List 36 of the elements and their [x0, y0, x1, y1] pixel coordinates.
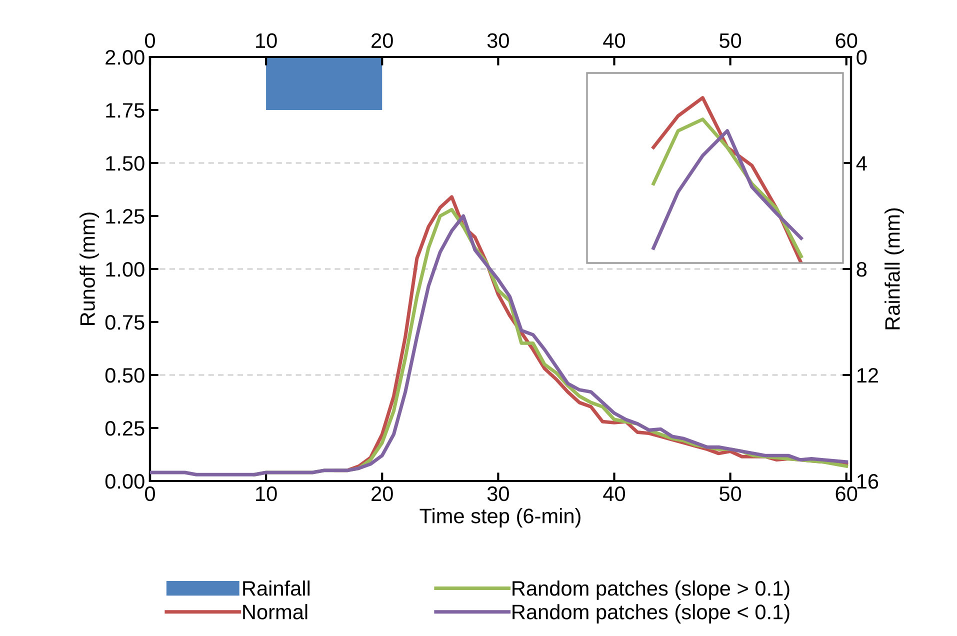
- y-tick-label: 2.00: [106, 50, 144, 65]
- legend-label: Random patches (slope > 0.1): [512, 580, 790, 600]
- y2-tick-label: 12: [857, 368, 878, 383]
- x-tick-label: 10: [256, 486, 277, 502]
- x-axis-title: Time step (6-min): [420, 508, 580, 528]
- x2-tick-label: 40: [603, 33, 626, 48]
- x-tick-label: 30: [487, 486, 509, 502]
- x2-tick-label: 50: [720, 33, 742, 48]
- y-tick-label: 0.00: [105, 474, 144, 489]
- y-axis-title: Runoff (mm): [80, 212, 100, 325]
- x2-tick-label: 10: [256, 33, 277, 48]
- legend-label: Random patches (slope < 0.1): [512, 604, 790, 624]
- y2-tick-label: 8: [856, 262, 867, 277]
- y-tick-label: 1.25: [106, 209, 144, 224]
- y-tick-label: 0.50: [105, 368, 144, 383]
- y-tick-label: 0.25: [105, 421, 144, 436]
- x-tick-label: 20: [372, 486, 393, 502]
- x-tick-label: 40: [603, 486, 626, 502]
- y2-tick-label: 0: [856, 50, 867, 65]
- x-tick-label: 0: [145, 486, 155, 502]
- legend-label: Normal: [243, 604, 308, 620]
- x-tick-label: 60: [836, 486, 858, 502]
- y-tick-label: 1.75: [106, 103, 144, 118]
- y2-tick-label: 4: [856, 156, 867, 171]
- x2-tick-label: 30: [487, 33, 509, 48]
- y-tick-label: 0.75: [105, 315, 144, 330]
- line-series: [150, 214, 848, 476]
- y2-tick-label: 16: [857, 474, 878, 489]
- y-tick-label: 1.50: [106, 156, 144, 171]
- x2-tick-label: 0: [145, 33, 155, 48]
- x2-tick-label: 60: [836, 33, 858, 48]
- y-tick-label: 1.00: [106, 262, 144, 277]
- y2-axis-title: Rainfall (mm): [884, 208, 904, 330]
- x-tick-label: 50: [720, 486, 742, 502]
- legend-label: Rainfall: [243, 580, 310, 596]
- x2-tick-label: 20: [372, 33, 393, 48]
